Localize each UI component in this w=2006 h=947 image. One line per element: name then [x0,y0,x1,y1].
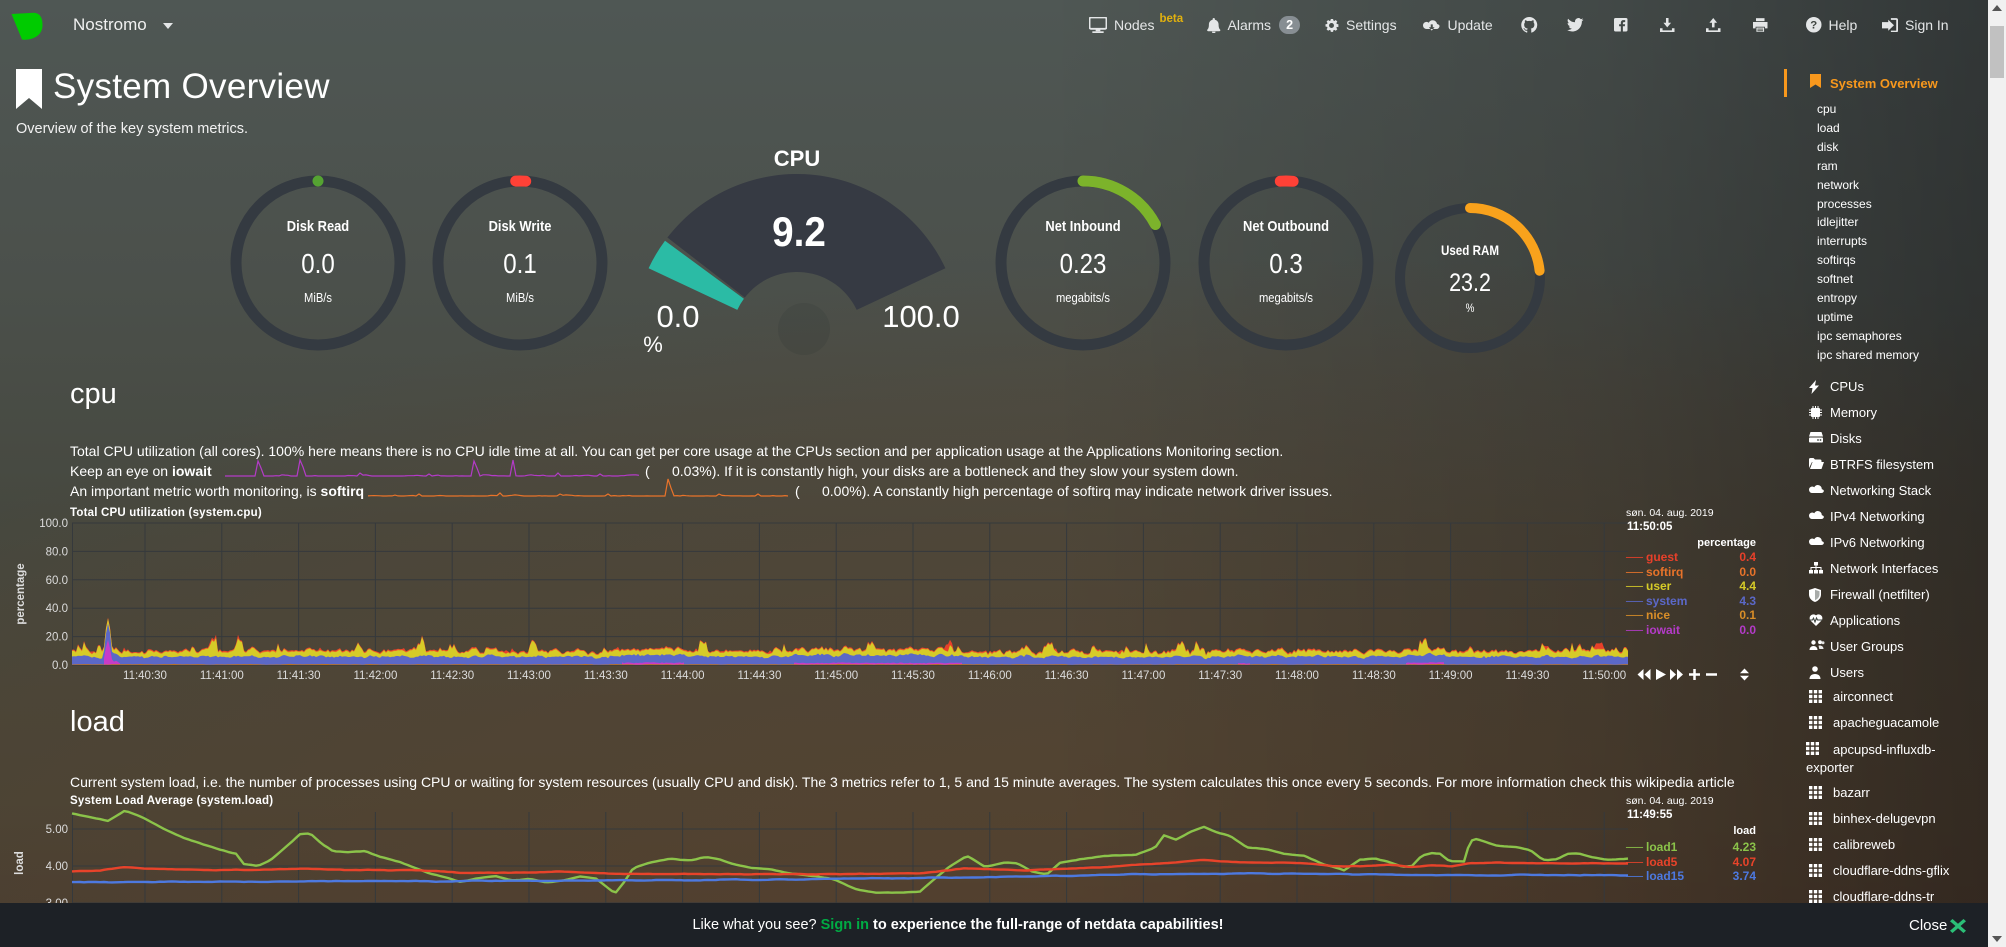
svg-text:80.0: 80.0 [46,546,68,558]
svg-text:20.0: 20.0 [46,632,68,644]
svg-text:11:40:30: 11:40:30 [123,670,167,682]
svg-text:11:44:00: 11:44:00 [661,670,705,682]
svg-text:40.0: 40.0 [46,603,68,615]
svg-text:percentage: percentage [15,563,27,624]
svg-text:60.0: 60.0 [46,575,68,587]
svg-text:11:42:00: 11:42:00 [353,670,397,682]
svg-text:11:47:00: 11:47:00 [1121,670,1165,682]
svg-text:11:43:00: 11:43:00 [507,670,551,682]
svg-text:11:49:30: 11:49:30 [1505,670,1549,682]
svg-text:5.00: 5.00 [46,824,68,836]
svg-text:11:50:00: 11:50:00 [1582,670,1626,682]
svg-text:11:49:00: 11:49:00 [1429,670,1473,682]
svg-text:11:41:30: 11:41:30 [277,670,321,682]
svg-text:11:43:30: 11:43:30 [584,670,628,682]
svg-text:11:46:30: 11:46:30 [1045,670,1089,682]
svg-text:load: load [14,851,26,875]
svg-text:11:47:30: 11:47:30 [1198,670,1242,682]
svg-text:11:46:00: 11:46:00 [968,670,1012,682]
svg-text:11:48:00: 11:48:00 [1275,670,1319,682]
svg-text:11:45:00: 11:45:00 [814,670,858,682]
svg-text:11:42:30: 11:42:30 [430,670,474,682]
svg-text:4.00: 4.00 [46,861,68,873]
svg-text:?: ? [1810,20,1817,32]
svg-text:0.0: 0.0 [52,660,68,672]
svg-text:11:44:30: 11:44:30 [737,670,781,682]
svg-text:11:48:30: 11:48:30 [1352,670,1396,682]
svg-text:100.0: 100.0 [39,518,68,530]
svg-text:11:45:30: 11:45:30 [891,670,935,682]
svg-text:11:41:00: 11:41:00 [200,670,244,682]
